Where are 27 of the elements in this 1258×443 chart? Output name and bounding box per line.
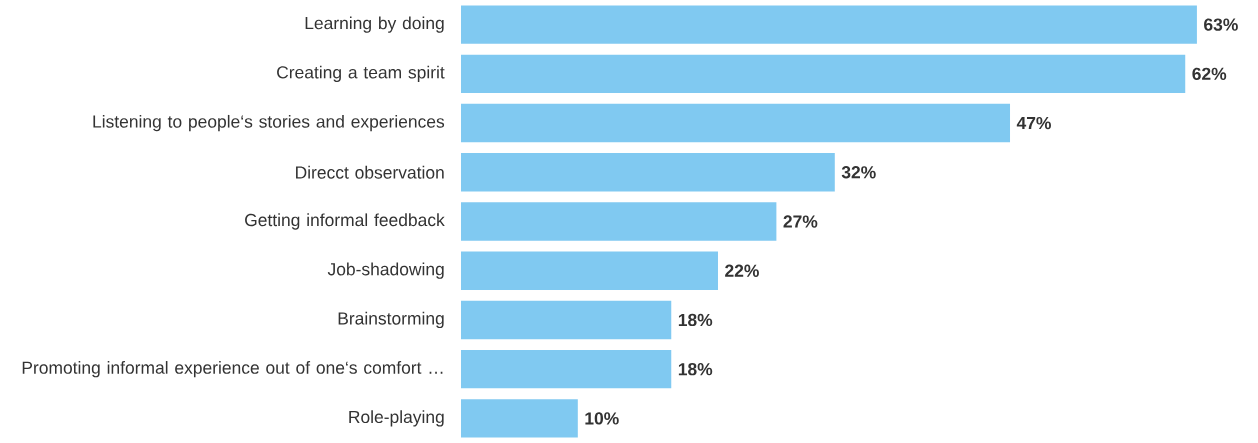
data-label: 47%: [1016, 116, 1051, 130]
data-label: 22%: [725, 264, 759, 277]
bar: [460, 349, 672, 389]
y-tick-label: Learning by doing: [305, 16, 444, 33]
bar: [460, 5, 1197, 44]
bar: [460, 54, 1186, 94]
bar: [460, 251, 718, 290]
data-label: 62%: [1192, 67, 1227, 81]
y-tick-label: Brainstorming: [338, 311, 444, 329]
data-label: 18%: [678, 363, 713, 376]
bar: [460, 300, 672, 340]
y-tick-label: Direcct observation: [296, 165, 444, 179]
bar: [460, 399, 578, 438]
y-tick-label: Getting informal feedback: [245, 213, 445, 230]
y-tick-label: Job-shadowing: [327, 262, 444, 279]
bar: [460, 202, 777, 241]
y-tick-label: Promoting informal experience out of one‘s comfort …: [22, 361, 443, 378]
data-label: 10%: [585, 412, 619, 425]
data-label: 32%: [841, 166, 876, 179]
bar: [460, 153, 835, 192]
y-tick-label: Role-playing: [349, 410, 444, 427]
data-label: 63%: [1204, 18, 1238, 31]
y-tick-label: Listening to people‘s stories and experiences: [93, 114, 445, 132]
data-label: 27%: [783, 215, 818, 228]
data-label: 18%: [678, 313, 713, 327]
bar: [460, 103, 1011, 143]
y-tick-label: Creating a team spirit: [277, 65, 445, 82]
